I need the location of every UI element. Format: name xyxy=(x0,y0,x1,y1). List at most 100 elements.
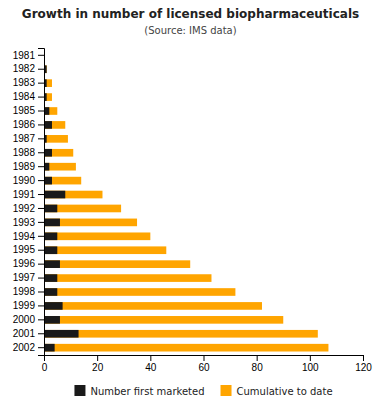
bar-series xyxy=(44,65,328,351)
tick: 1993 xyxy=(13,217,44,228)
tick-mark xyxy=(38,55,44,56)
tick: 1999 xyxy=(13,300,44,311)
tick-mark xyxy=(38,208,44,209)
bar xyxy=(44,135,68,143)
title: Growth in number of licensed biopharmace… xyxy=(22,7,359,21)
tick-mark xyxy=(38,152,44,153)
chart: 0204060801001201981198219831984198519861… xyxy=(0,0,381,407)
x-axis: 0 20 40 60 80 100 120 xyxy=(42,355,373,373)
legend-swatch xyxy=(221,385,232,396)
tick-mark xyxy=(38,333,44,334)
tick-mark xyxy=(38,222,44,223)
tick-label: 1983 xyxy=(13,77,36,88)
bar xyxy=(44,79,52,87)
tick-mark xyxy=(97,355,98,361)
bar xyxy=(44,149,73,157)
bar xyxy=(44,191,65,199)
tick-label: 1988 xyxy=(13,147,36,158)
tick-mark xyxy=(257,355,258,361)
tick-label: 2000 xyxy=(13,314,36,325)
tick: 1987 xyxy=(13,133,44,144)
tick-label: 1985 xyxy=(13,105,36,116)
tick: 120 xyxy=(355,355,372,373)
bar xyxy=(44,260,60,268)
tick-mark xyxy=(150,355,151,361)
tick: 1985 xyxy=(13,105,44,116)
bar xyxy=(44,121,65,129)
bar xyxy=(44,232,150,240)
tick-label: 1995 xyxy=(13,244,36,255)
legend-label: Cumulative to date xyxy=(237,386,333,397)
bar xyxy=(44,177,52,185)
tick: 1996 xyxy=(13,258,44,269)
bar xyxy=(44,93,52,101)
bar xyxy=(44,316,60,324)
tick-mark xyxy=(38,291,44,292)
bar xyxy=(44,205,121,213)
tick: 100 xyxy=(302,355,319,373)
tick-label: 1997 xyxy=(13,272,36,283)
legend-swatch xyxy=(74,385,85,396)
axis-line xyxy=(38,49,45,356)
tick: 1982 xyxy=(13,63,44,74)
bar xyxy=(44,316,283,324)
bar xyxy=(44,219,60,227)
tick-label: 1989 xyxy=(13,161,36,172)
tick: 0 xyxy=(42,355,48,373)
tick: 1991 xyxy=(13,189,44,200)
bar xyxy=(44,288,235,296)
bar xyxy=(44,260,190,268)
tick-label: 1986 xyxy=(13,119,36,130)
tick-label: 1990 xyxy=(13,175,36,186)
bar xyxy=(44,107,57,115)
legend-label: Number first marketed xyxy=(90,386,204,397)
tick: 1984 xyxy=(13,91,44,102)
bar xyxy=(44,330,79,338)
tick: 1981 xyxy=(13,50,44,61)
tick: 80 xyxy=(252,355,264,373)
legend: Number first marketed Cumulative to date xyxy=(74,385,332,397)
y-axis: 1981 1982 1983 1984 1985 1986 1987 1988 1989 1990… xyxy=(13,49,45,356)
tick-label: 1982 xyxy=(13,63,36,74)
tick-label: 1993 xyxy=(13,217,36,228)
tick-mark xyxy=(38,305,44,306)
tick-mark xyxy=(38,236,44,237)
tick-label: 80 xyxy=(252,362,264,373)
tick-mark xyxy=(38,347,44,348)
tick-mark xyxy=(204,355,205,361)
bar xyxy=(44,288,57,296)
tick: 1983 xyxy=(13,77,44,88)
tick-mark xyxy=(38,264,44,265)
axis-line xyxy=(45,356,364,362)
bar xyxy=(44,274,211,282)
tick-label: 2001 xyxy=(13,328,36,339)
bar xyxy=(44,246,166,254)
tick-label: 20 xyxy=(92,362,104,373)
tick-label: 120 xyxy=(355,362,372,373)
tick: 60 xyxy=(198,355,210,373)
tick: 1988 xyxy=(13,147,44,158)
bars xyxy=(44,65,328,351)
bar xyxy=(44,205,57,213)
tick-label: 1992 xyxy=(13,203,36,214)
tick: 40 xyxy=(145,355,157,373)
legend-item: Cumulative to date xyxy=(221,385,333,397)
tick: 1998 xyxy=(13,286,44,297)
tick-mark xyxy=(310,355,311,361)
tick: 2002 xyxy=(13,342,44,353)
tick-mark xyxy=(38,111,44,112)
tick: 1992 xyxy=(13,203,44,214)
bar xyxy=(44,163,76,171)
bar xyxy=(44,191,102,199)
tick-mark xyxy=(38,83,44,84)
bar xyxy=(44,344,328,352)
tick: 1990 xyxy=(13,175,44,186)
subtitle: (Source: IMS data) xyxy=(144,25,236,36)
tick-label: 1991 xyxy=(13,189,36,200)
tick-label: 1994 xyxy=(13,231,36,242)
tick: 2001 xyxy=(13,328,44,339)
tick-mark xyxy=(38,180,44,181)
tick-label: 1999 xyxy=(13,300,36,311)
tick: 1997 xyxy=(13,272,44,283)
bar xyxy=(44,232,57,240)
